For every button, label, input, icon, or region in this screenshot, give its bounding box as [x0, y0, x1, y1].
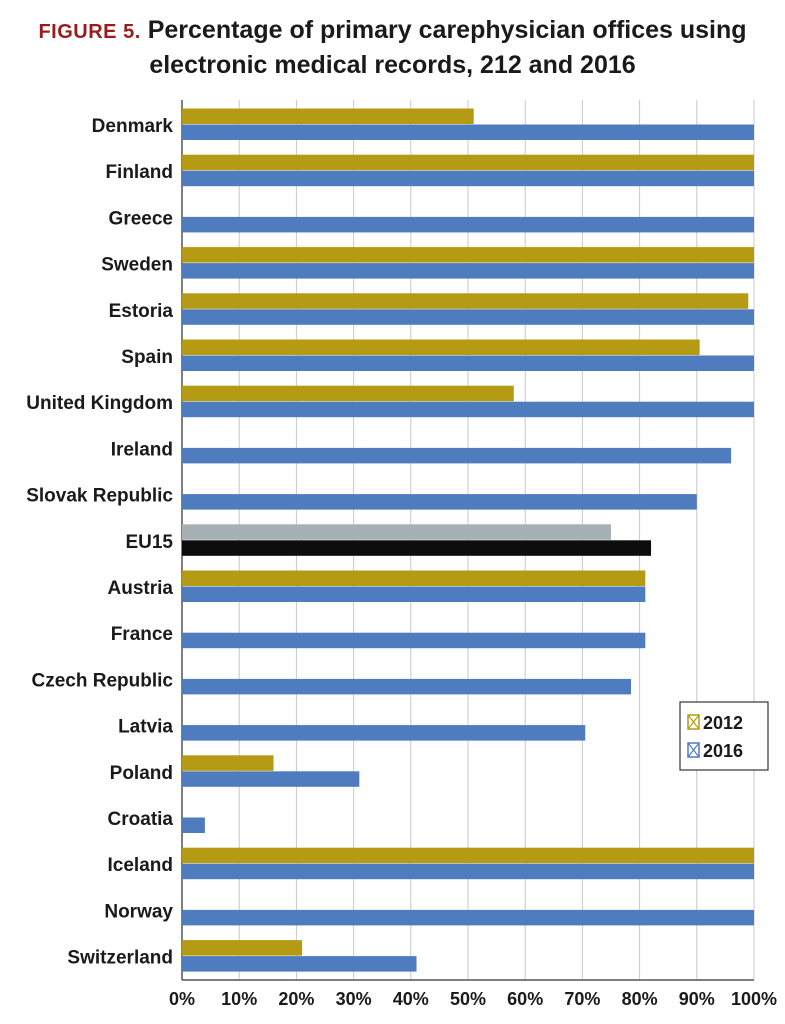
- bar-2016-eu15: [182, 540, 652, 556]
- bar-2016-greece: [182, 216, 754, 233]
- bar-2012-eu15: [182, 524, 611, 540]
- category-label: Greece: [109, 208, 173, 229]
- x-tick-label: 10%: [221, 989, 257, 1009]
- bar-2012-poland: [182, 755, 274, 771]
- legend-swatch-2016: [687, 742, 700, 758]
- x-tick-label: 20%: [278, 989, 314, 1009]
- x-tick-label: 100%: [731, 989, 777, 1009]
- legend-label-2016: 2016: [703, 741, 743, 761]
- bar-2012-switzerland: [182, 940, 303, 956]
- title-line-2: electronic medical records, 212 and 2016: [149, 51, 636, 79]
- category-label: Poland: [110, 763, 173, 784]
- bar-2016-finland: [182, 170, 754, 187]
- category-label: EU15: [125, 532, 173, 553]
- bar-2012-united-kingdom: [182, 385, 514, 402]
- legend-swatch-2012: [687, 714, 700, 730]
- bar-2012-spain: [182, 339, 700, 355]
- bar-2012-iceland: [182, 847, 754, 864]
- category-label: Czech Republic: [32, 670, 174, 691]
- bar-2016-norway: [182, 909, 754, 926]
- category-label: Spain: [121, 347, 173, 368]
- figure-label: FIGURE 5.: [38, 21, 141, 43]
- x-tick-label: 30%: [336, 989, 372, 1009]
- bar-2016-united-kingdom: [182, 401, 754, 418]
- x-tick-label: 70%: [564, 989, 600, 1009]
- x-tick-label: 90%: [679, 989, 715, 1009]
- category-label: Norway: [104, 901, 173, 922]
- category-label: United Kingdom: [26, 393, 173, 414]
- bar-2016-spain: [182, 355, 754, 371]
- bar-2016-sweden: [182, 263, 754, 279]
- category-label: Austria: [108, 578, 174, 599]
- x-tick-label: 60%: [507, 989, 543, 1009]
- bar-2012-denmark: [182, 108, 474, 124]
- bar-2016-switzerland: [182, 956, 417, 972]
- category-label: Switzerland: [67, 948, 173, 969]
- bar-2016-estoria: [182, 309, 754, 325]
- bar-2016-ireland: [182, 447, 732, 464]
- bar-2016-iceland: [182, 863, 754, 880]
- category-labels: Denmark Finland Greece Sweden Estoria Spain Un…: [26, 116, 173, 969]
- bar-2016-france: [182, 632, 646, 649]
- bar-2016-denmark: [182, 124, 754, 140]
- x-tick-labels: 0% 10% 20% 30% 40% 50% 60% 70% 80% 90% 100%: [169, 989, 777, 1009]
- category-label: Estoria: [109, 301, 174, 322]
- category-label: France: [111, 624, 173, 645]
- title-line-1: FIGURE 5. Percentage of primary carephys…: [0, 14, 785, 49]
- category-label: Slovak Republic: [26, 486, 173, 507]
- x-tick-label: 50%: [450, 989, 486, 1009]
- category-label: Croatia: [108, 809, 174, 830]
- x-tick-label: 0%: [169, 989, 195, 1009]
- legend: 2012 2016: [679, 701, 769, 771]
- bar-2012-estoria: [182, 293, 749, 309]
- bar-2012-austria: [182, 570, 646, 586]
- bars: [182, 108, 754, 972]
- bar-2012-finland: [182, 154, 754, 171]
- bar-2016-poland: [182, 771, 360, 787]
- title-text-1: Percentage of primary carephysician offi…: [147, 16, 747, 44]
- category-label: Denmark: [92, 116, 174, 137]
- chart-title: FIGURE 5. Percentage of primary carephys…: [0, 14, 785, 82]
- bar-2016-latvia: [182, 725, 586, 741]
- legend-box: [679, 701, 769, 771]
- category-label: Latvia: [118, 717, 173, 738]
- legend-label-2012: 2012: [703, 713, 743, 733]
- x-tick-label: 80%: [622, 989, 658, 1009]
- grid-lines: [181, 100, 755, 981]
- bar-2016-slovak-republic: [182, 494, 697, 510]
- bar-2016-croatia: [182, 817, 205, 833]
- category-label: Finland: [105, 162, 173, 183]
- bar-2016-czech-republic: [182, 678, 632, 695]
- category-label: Sweden: [101, 255, 173, 276]
- bar-2016-austria: [182, 586, 646, 602]
- category-label: Ireland: [111, 439, 173, 460]
- bar-2012-sweden: [182, 247, 754, 263]
- category-label: Iceland: [108, 855, 173, 876]
- x-tick-label: 40%: [393, 989, 429, 1009]
